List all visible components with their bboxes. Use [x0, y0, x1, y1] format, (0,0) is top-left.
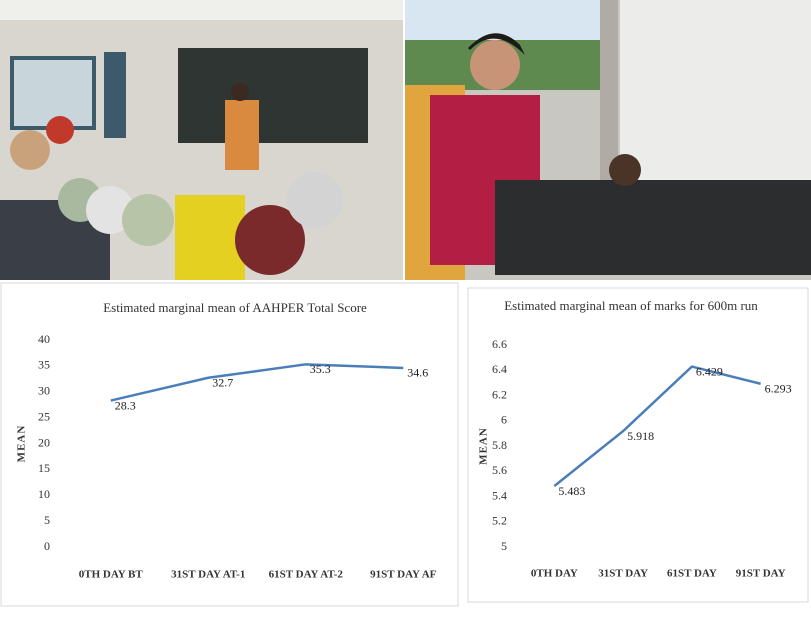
y-tick-label: 6.4: [492, 362, 507, 376]
x-tick-label: 0TH DAY: [531, 568, 578, 580]
data-label: 5.483: [558, 484, 585, 498]
y-tick-label: 6.6: [492, 337, 507, 351]
chart-title: Estimated marginal mean of marks for 600…: [504, 298, 758, 313]
y-tick-label: 30: [38, 384, 50, 398]
y-tick-label: 10: [38, 487, 50, 501]
y-tick-label: 5.4: [492, 488, 507, 502]
y-tick-label: 35: [38, 358, 50, 372]
x-tick-label: 91ST DAY: [736, 568, 786, 580]
y-tick-label: 6: [501, 413, 507, 427]
data-label: 6.293: [765, 382, 792, 396]
therapy-photo: [405, 0, 811, 280]
classroom-photo: [0, 0, 403, 280]
y-tick-label: 25: [38, 409, 50, 423]
x-tick-label: 31ST DAY: [598, 568, 648, 580]
y-axis-label: MEAN: [16, 425, 28, 463]
y-tick-label: 5.6: [492, 463, 507, 477]
line: [110, 363, 404, 402]
x-tick-label: 91ST DAY AF: [370, 569, 437, 581]
y-axis-label: MEAN: [478, 427, 490, 465]
y-tick-label: 5.8: [492, 438, 507, 452]
data-label: 6.429: [696, 364, 723, 378]
data-label: 5.918: [627, 429, 654, 443]
chart-title: Estimated marginal mean of AAHPER Total …: [103, 300, 367, 315]
data-label: 34.6: [407, 366, 428, 380]
y-tick-label: 15: [38, 461, 50, 475]
x-tick-label: 61ST DAY: [667, 568, 717, 580]
chart-frame: [0, 282, 459, 607]
x-tick-label: 0TH DAY BT: [79, 569, 144, 581]
chart-frame: [467, 287, 809, 603]
y-tick-label: 5.2: [492, 514, 507, 528]
line: [553, 365, 761, 487]
x-tick-label: 31ST DAY AT-1: [171, 569, 245, 581]
data-label: 35.3: [310, 362, 331, 376]
y-tick-label: 20: [38, 435, 50, 449]
x-tick-label: 61ST DAY AT-2: [269, 569, 344, 581]
y-tick-label: 0: [44, 539, 50, 553]
y-tick-label: 5: [44, 513, 50, 527]
data-label: 28.3: [115, 398, 136, 412]
data-label: 32.7: [212, 376, 233, 390]
y-tick-label: 5: [501, 539, 507, 553]
y-tick-label: 6.2: [492, 387, 507, 401]
y-tick-label: 40: [38, 332, 50, 346]
